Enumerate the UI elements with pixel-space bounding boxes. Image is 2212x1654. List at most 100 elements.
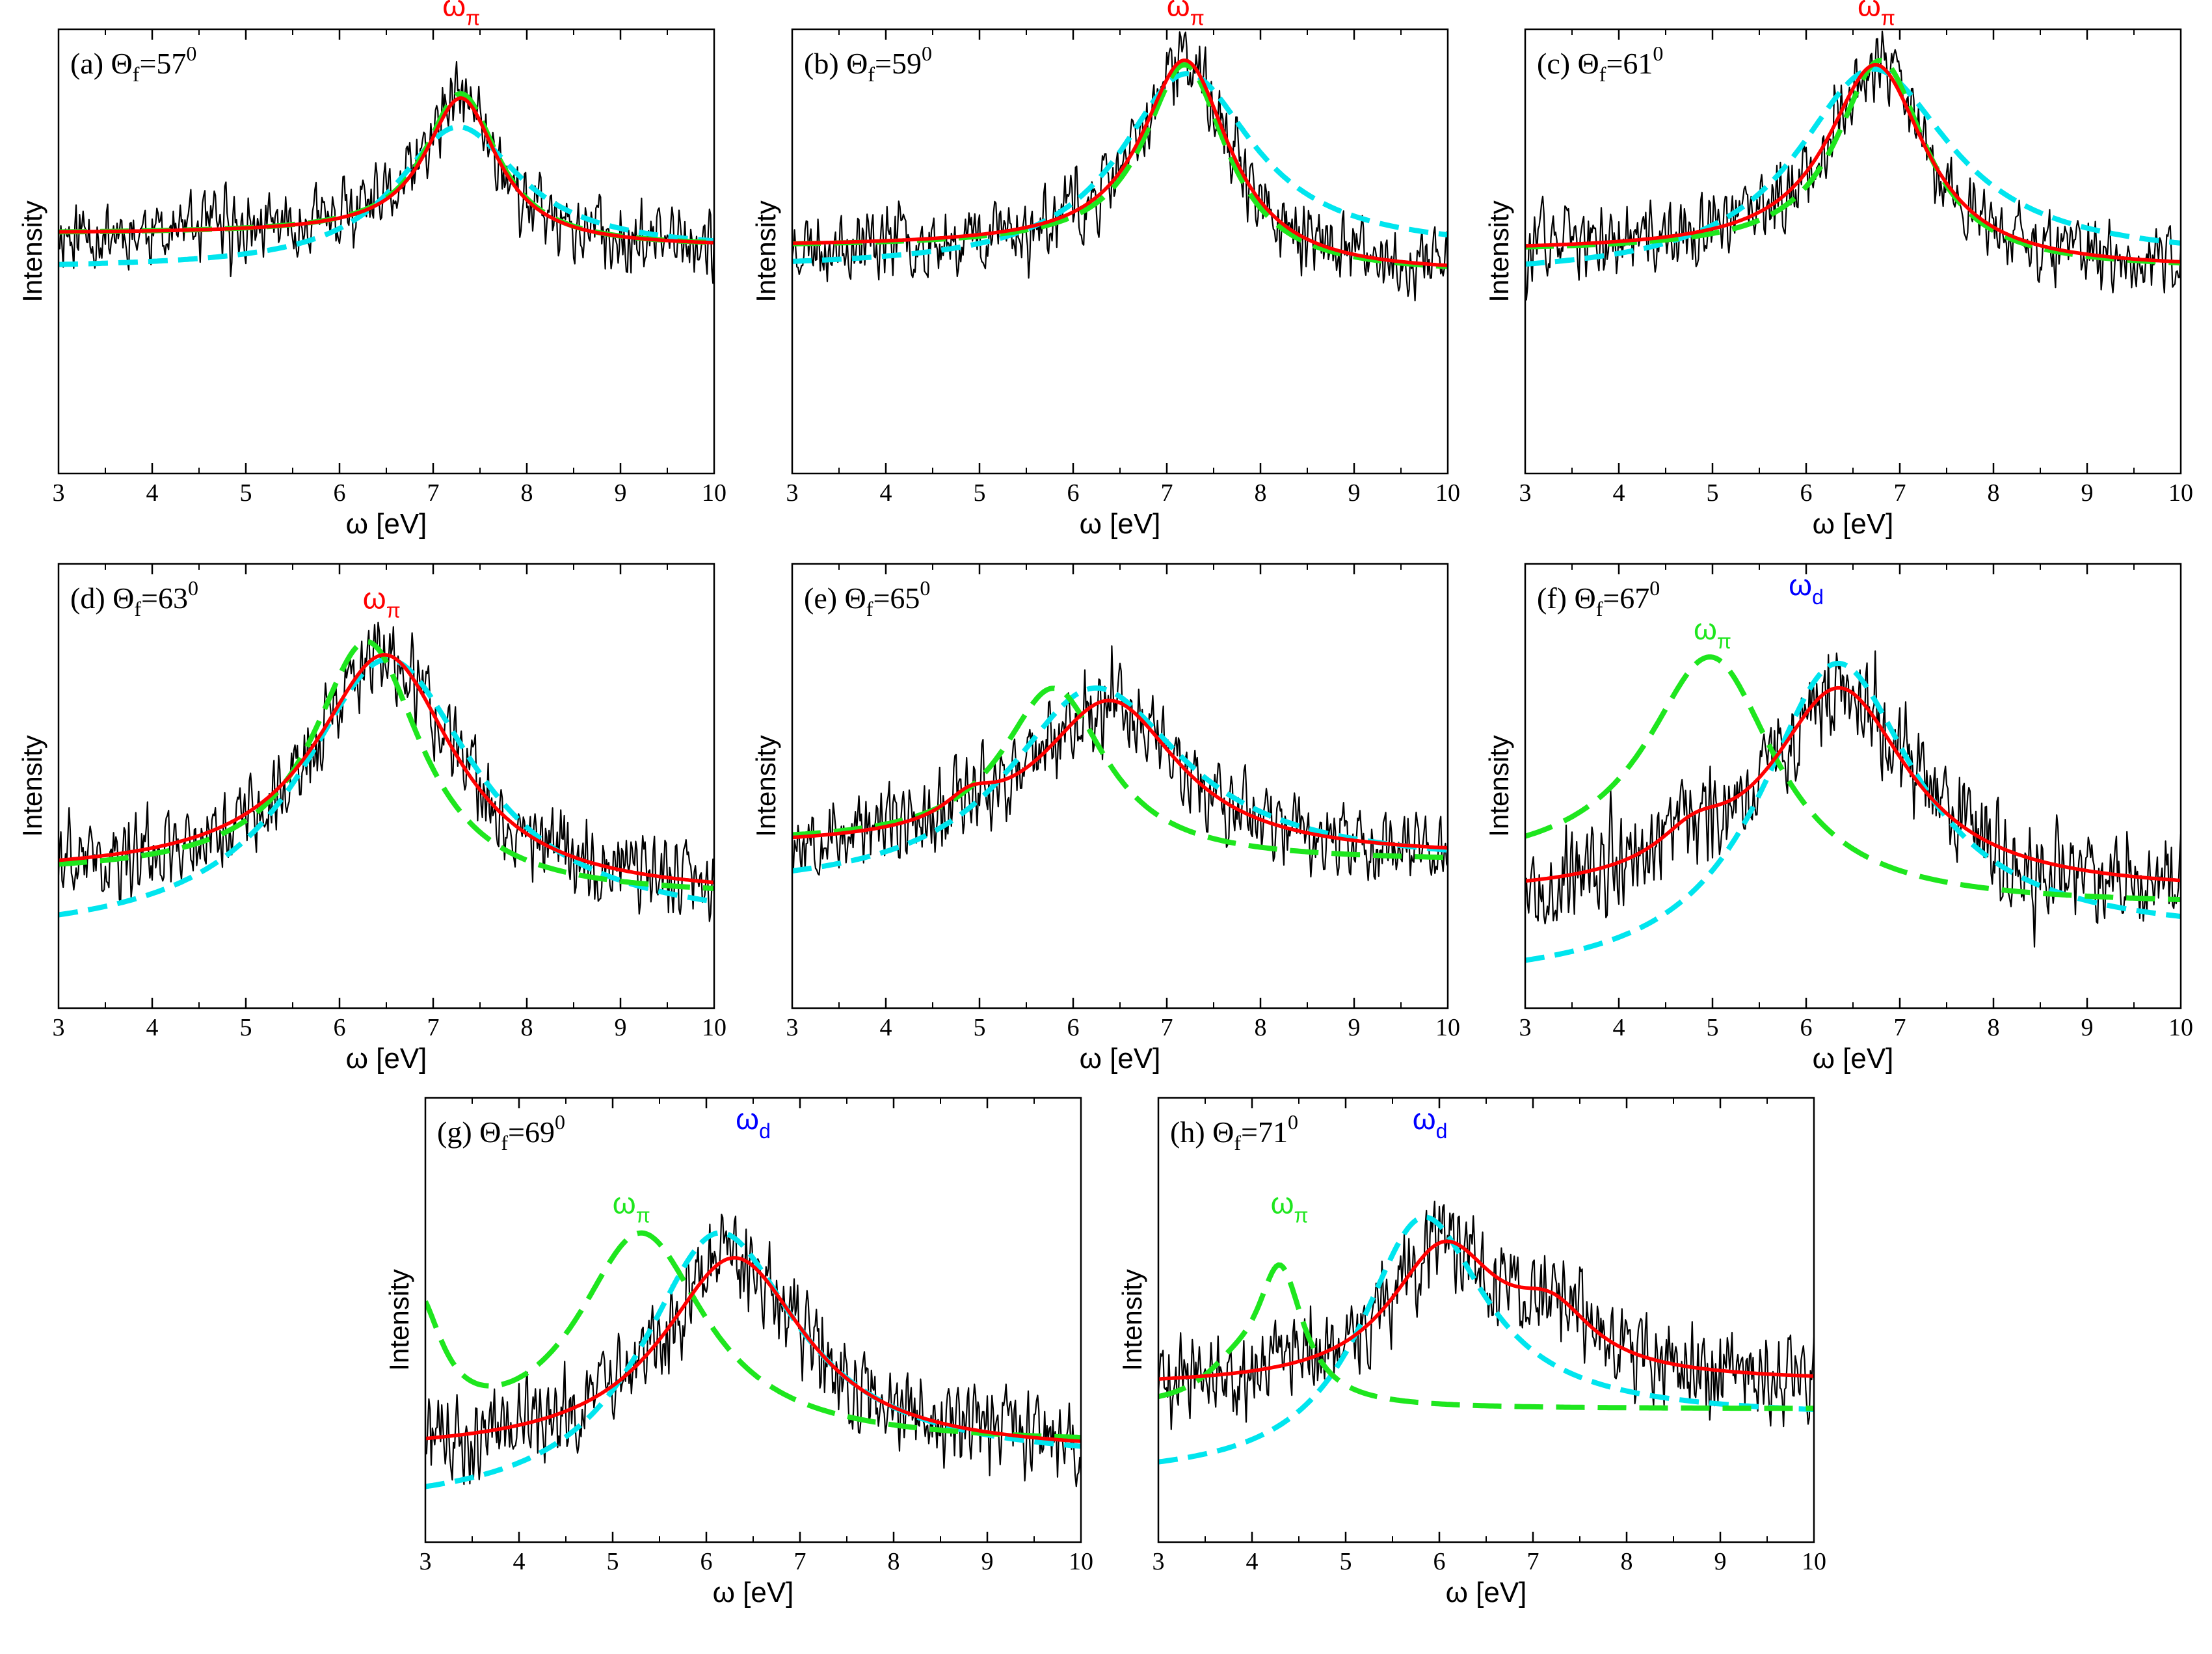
x-tick-label: 8	[1988, 1014, 2000, 1041]
y-axis-label: Intensity	[751, 200, 781, 302]
y-axis-label: Intensity	[17, 735, 47, 836]
panel-title: (e) Θf=650	[804, 576, 930, 620]
omega-d-label: ωd	[1789, 568, 1824, 609]
x-axis-label: ω [eV]	[1080, 508, 1161, 540]
green-fit-curve	[1525, 654, 2181, 903]
x-tick-label: 8	[888, 1548, 900, 1575]
x-tick-label: 3	[1519, 479, 1532, 507]
x-tick-label: 7	[1161, 479, 1173, 507]
red-fit-curve	[59, 653, 714, 885]
panel-title: (a) Θf=570	[70, 42, 196, 86]
spectrum-data-line	[792, 645, 1448, 881]
x-axis-label: ω [eV]	[1446, 1577, 1527, 1608]
x-tick-label: 10	[2168, 1014, 2193, 1041]
omega-d-label: ωd	[1413, 1102, 1448, 1143]
green-fit-curve	[59, 639, 714, 891]
panel-g: 3 4 5 6 7 8 9 10 ω [eV] Intensity (g) Θf=690 ωd ωπ	[384, 1097, 1093, 1608]
y-axis-label: Intensity	[384, 1269, 414, 1370]
green-fit-curve	[425, 1230, 1081, 1441]
spectrum-data-line	[1525, 650, 2181, 948]
x-tick-label: 4	[146, 479, 159, 507]
x-tick-label: 4	[1246, 1548, 1259, 1575]
panel-d: 3 4 5 6 7 8 9 10 ω [eV] Intensity (d) Θf=630 ωπ	[17, 563, 726, 1074]
x-tick-label: 8	[1255, 479, 1267, 507]
cyan-fit-curve	[1158, 1214, 1814, 1465]
x-tick-label: 5	[607, 1548, 619, 1575]
x-tick-label: 3	[53, 479, 65, 507]
plot-area	[1525, 650, 2181, 963]
omega-d-label: ωd	[736, 1102, 771, 1143]
plot-area	[792, 31, 1448, 302]
x-tick-label: 6	[334, 1014, 346, 1041]
x-tick-label: 10	[1435, 1014, 1460, 1041]
x-tick-label: 7	[427, 1014, 440, 1041]
panel-title: (g) Θf=690	[437, 1110, 565, 1154]
x-tick-label: 8	[1255, 1014, 1267, 1041]
panel-b: 3 4 5 6 7 8 9 10 ω [eV] Intensity (b) Θf=590 ωπ	[751, 0, 1460, 540]
green-fit-curve	[1158, 1262, 1814, 1411]
x-tick-label: 9	[2081, 1014, 2094, 1041]
x-tick-label: 5	[1340, 1548, 1352, 1575]
omega-pi-label: ωπ	[1694, 612, 1731, 653]
red-fit-curve	[1525, 62, 2181, 264]
cyan-fit-curve	[59, 124, 714, 267]
x-tick-label: 7	[1161, 1014, 1173, 1041]
x-tick-label: 7	[794, 1548, 806, 1575]
cyan-fit-curve	[792, 71, 1448, 264]
y-axis-label: Intensity	[1484, 200, 1514, 302]
x-tick-label: 5	[1707, 479, 1719, 507]
x-tick-label: 3	[1519, 1014, 1532, 1041]
green-fit-curve	[792, 686, 1448, 860]
x-tick-label: 10	[1802, 1548, 1826, 1575]
y-axis-label: Intensity	[1484, 735, 1514, 836]
x-tick-label: 7	[1894, 479, 1906, 507]
x-tick-label: 9	[981, 1548, 994, 1575]
cyan-fit-curve	[1525, 66, 2181, 267]
red-fit-curve	[792, 59, 1448, 267]
panel-title: (d) Θf=630	[70, 576, 198, 620]
panel-e: 3 4 5 6 7 8 9 10 ω [eV] Intensity (e) Θf=650	[751, 563, 1460, 1074]
axes-frame	[57, 563, 715, 1009]
panel-title: (f) Θf=670	[1537, 576, 1660, 620]
x-axis-label: ω [eV]	[1080, 1043, 1161, 1074]
panel-title: (h) Θf=710	[1170, 1110, 1298, 1154]
omega-pi-label: ωπ	[1858, 0, 1895, 30]
x-tick-label: 8	[521, 1014, 533, 1041]
panel-h: 3 4 5 6 7 8 9 10 ω [eV] Intensity (h) Θf=710 ωd ωπ	[1117, 1097, 1826, 1608]
x-tick-label: 9	[2081, 479, 2094, 507]
panel-title: (c) Θf=610	[1537, 42, 1663, 86]
red-fit-curve	[425, 1256, 1081, 1443]
x-tick-label: 3	[1153, 1548, 1165, 1575]
omega-pi-label: ωπ	[363, 581, 401, 622]
red-fit-curve	[1158, 1239, 1814, 1381]
plot-area	[59, 60, 714, 284]
x-tick-label: 4	[1613, 1014, 1625, 1041]
x-tick-label: 9	[1714, 1548, 1727, 1575]
x-tick-label: 4	[880, 479, 892, 507]
x-tick-label: 4	[1613, 479, 1625, 507]
plot-area	[425, 1213, 1081, 1489]
y-axis-label: Intensity	[17, 200, 47, 302]
red-fit-curve	[792, 699, 1448, 850]
x-tick-label: 6	[334, 479, 346, 507]
x-tick-label: 8	[521, 479, 533, 507]
cyan-fit-curve	[425, 1230, 1081, 1489]
x-tick-label: 5	[240, 1014, 252, 1041]
spectrum-data-line	[59, 60, 714, 284]
spectrum-data-line	[59, 621, 714, 922]
x-tick-label: 4	[146, 1014, 159, 1041]
panel-f: 3 4 5 6 7 8 9 10 ω [eV] Intensity (f) Θf=670 ωd ωπ	[1484, 563, 2193, 1074]
x-axis-label: ω [eV]	[346, 508, 427, 540]
x-tick-label: 7	[1527, 1548, 1539, 1575]
x-tick-label: 4	[513, 1548, 526, 1575]
x-tick-label: 9	[1348, 479, 1361, 507]
panel-title: (b) Θf=590	[804, 42, 932, 86]
x-tick-label: 3	[786, 1014, 799, 1041]
omega-pi-label: ωπ	[613, 1186, 650, 1227]
x-tick-label: 5	[974, 479, 986, 507]
x-axis-label: ω [eV]	[713, 1577, 794, 1608]
cyan-fit-curve	[1525, 660, 2181, 963]
plot-area	[1158, 1200, 1814, 1465]
x-tick-label: 9	[615, 479, 627, 507]
green-fit-curve	[1525, 57, 2181, 266]
